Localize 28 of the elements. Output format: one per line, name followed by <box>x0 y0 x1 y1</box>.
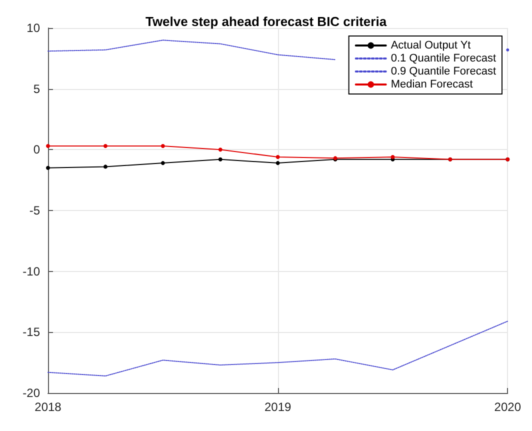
y-tick-label: -20 <box>22 386 40 400</box>
point <box>506 48 510 52</box>
chart-title: Twelve step ahead forecast BIC criteria <box>145 14 388 29</box>
line-series <box>48 320 508 376</box>
point <box>218 148 222 152</box>
point <box>276 154 280 159</box>
legend-label: 0.1 Quantile Forecast <box>390 52 496 64</box>
x-tick-label: 2019 <box>264 400 292 414</box>
y-tick-label: -15 <box>22 325 40 340</box>
x-tick-label: 2020 <box>494 400 522 414</box>
point <box>160 144 165 148</box>
legend-label: 0.9 Quantile Forecast <box>390 66 496 78</box>
point <box>276 161 280 166</box>
point <box>103 164 108 169</box>
x-tick-label: 2018 <box>34 400 62 414</box>
point <box>218 157 222 162</box>
y-tick-label: -5 <box>29 204 40 218</box>
point <box>160 161 165 166</box>
point <box>46 166 50 170</box>
y-tick-label: 0 <box>33 142 40 157</box>
y-tick-label: 10 <box>26 21 40 35</box>
point <box>46 144 50 148</box>
point <box>103 144 108 148</box>
point <box>390 154 395 159</box>
y-tick-label: 5 <box>33 82 40 96</box>
legend-label: Median Forecast <box>390 78 473 90</box>
y-tick-label: -10 <box>22 264 40 278</box>
legend-label: Actual Output Yt <box>390 40 471 52</box>
